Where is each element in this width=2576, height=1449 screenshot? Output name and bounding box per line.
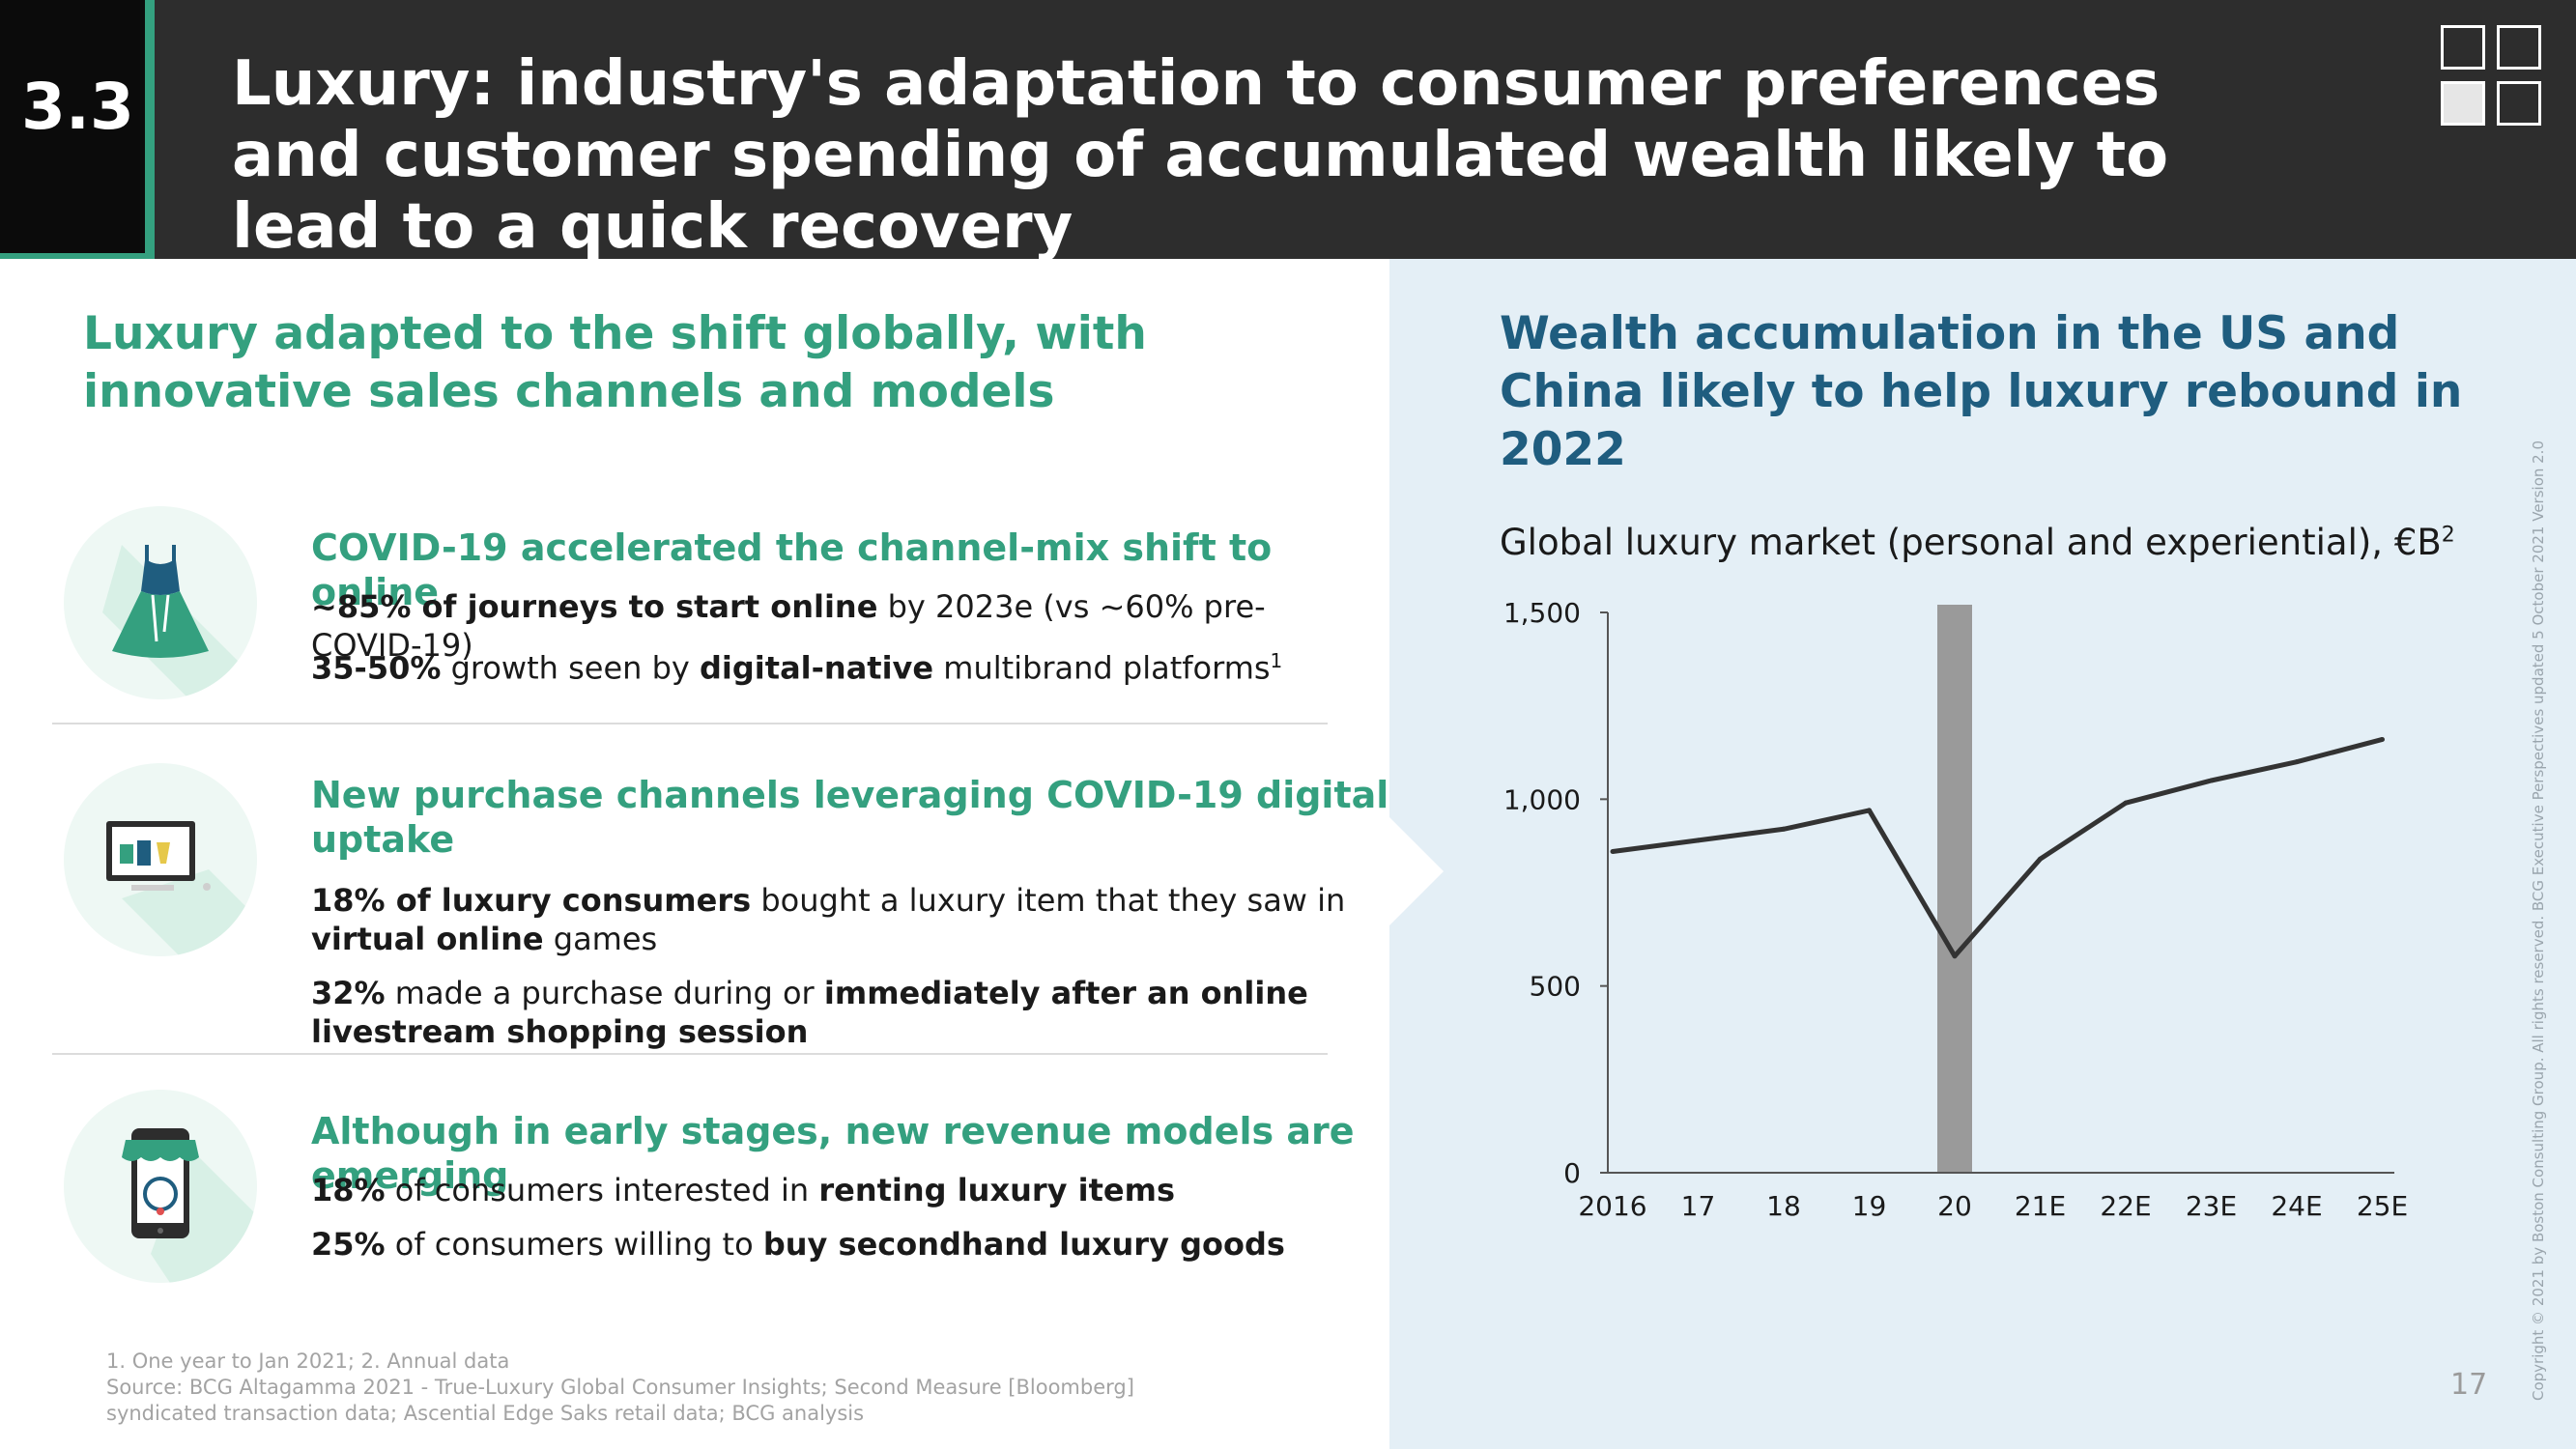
x-tick-label-17: 17 — [1681, 1190, 1716, 1222]
data-point-22E — [2123, 800, 2129, 806]
copyright-notice: Copyright © 2021 by Boston Consulting Gr… — [2530, 440, 2547, 1401]
panel-notch — [1389, 817, 1444, 925]
x-tick-label-24E: 24E — [2271, 1190, 2322, 1222]
item1-line1: ~85% of journeys to start online by 2023… — [311, 588, 1266, 664]
x-tick-label-22E: 22E — [2100, 1190, 2151, 1222]
x-tick-label-20: 20 — [1937, 1190, 1972, 1222]
y-tick-label-1,500: 1,500 — [1503, 597, 1581, 629]
data-point-20 — [1952, 953, 1958, 959]
luxury-market-chart: 0 500 1,000 1,500 2016 17 18 19 20 21E 22E 23E 24E 25… — [1503, 597, 2408, 1222]
data-point-25E — [2380, 736, 2385, 742]
y-tick-label-500: 500 — [1530, 971, 1581, 1003]
data-point-19 — [1867, 808, 1872, 813]
x-tick-label-23E: 23E — [2186, 1190, 2237, 1222]
divider — [52, 1053, 1328, 1055]
x-tick-label-25E: 25E — [2357, 1190, 2408, 1222]
right-heading: Wealth accumulation in the US and China … — [1500, 307, 2463, 476]
page-number: 17 — [2450, 1368, 2488, 1402]
data-point-23E — [2209, 778, 2214, 783]
footnotes: 1. One year to Jan 2021; 2. Annual data … — [106, 1349, 1266, 1427]
left-heading: Luxury adapted to the shift globally, wi… — [83, 307, 1147, 418]
item2-line2: 32% made a purchase during or immediatel… — [311, 975, 1308, 1050]
data-point-21E — [2038, 856, 2043, 862]
footnote-line: 1. One year to Jan 2021; 2. Annual data — [106, 1350, 510, 1373]
chart-title: Global luxury market (personal and exper… — [1500, 522, 2455, 563]
data-point-17 — [1696, 838, 1701, 843]
item3-line1: 18% of consumers interested in renting l… — [311, 1172, 1175, 1208]
x-tick-label-19: 19 — [1852, 1190, 1887, 1222]
source-line: syndicated transaction data; Ascential E… — [106, 1402, 865, 1425]
data-point-2016 — [1610, 848, 1616, 854]
divider — [52, 723, 1328, 724]
highlight-bar-20 — [1937, 605, 1972, 1173]
grid-logo-icon — [2441, 25, 2545, 129]
dress-icon — [64, 506, 257, 699]
item1-title: COVID-19 accelerated the channel-mix shi… — [311, 526, 1273, 613]
item1-line2: 35-50% growth seen by digital-native mul… — [311, 649, 1283, 687]
x-tick-label-2016: 2016 — [1578, 1190, 1646, 1222]
chart-panel — [1389, 259, 2576, 1449]
section-number: 3.3 — [21, 70, 134, 144]
y-tick-label-1,000: 1,000 — [1503, 783, 1581, 815]
item3-title: Although in early stages, new revenue mo… — [311, 1110, 1355, 1197]
section-number-box: 3.3 — [0, 0, 155, 259]
header-bar: 3.3 Luxury: industry's adaptation to con… — [0, 0, 2576, 263]
page-title: Luxury: industry's adaptation to consume… — [232, 48, 2169, 263]
data-point-18 — [1781, 826, 1787, 832]
x-tick-label-21E: 21E — [2015, 1190, 2066, 1222]
item3-line2: 25% of consumers willing to buy secondha… — [311, 1226, 1285, 1263]
y-tick-label-0: 0 — [1563, 1157, 1581, 1189]
item2-title: New purchase channels leveraging COVID-1… — [311, 774, 1389, 861]
series-line — [1612, 737, 2384, 959]
mobile-shop-icon — [64, 1090, 257, 1283]
data-point-24E — [2294, 759, 2300, 765]
source-line: Source: BCG Altagamma 2021 - True-Luxury… — [106, 1376, 1134, 1399]
computer-shop-icon — [64, 763, 257, 956]
item2-line1: 18% of luxury consumers bought a luxury … — [311, 882, 1346, 957]
x-tick-label-18: 18 — [1766, 1190, 1801, 1222]
